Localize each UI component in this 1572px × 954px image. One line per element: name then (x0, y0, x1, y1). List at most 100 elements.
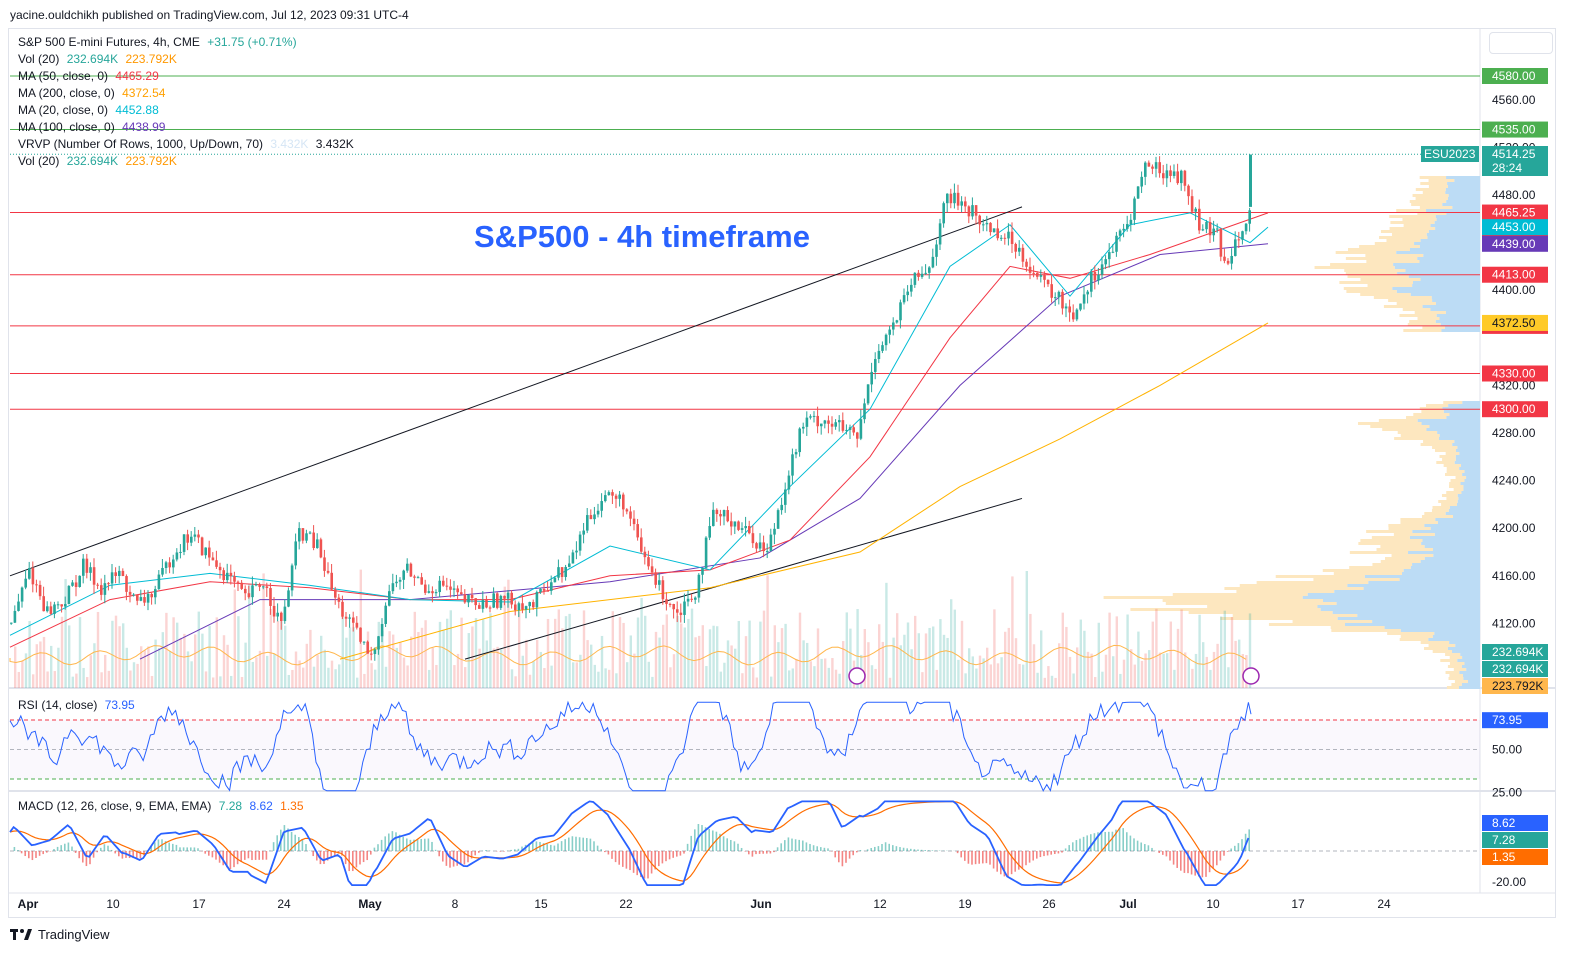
instrument-badge[interactable]: ESU2023 (1424, 147, 1476, 161)
event-lightning-icon[interactable] (1242, 667, 1260, 685)
level-badge[interactable]: 4580.00 (1492, 69, 1536, 83)
rsi-line[interactable] (9, 700, 1252, 792)
candle-body (845, 429, 848, 431)
vrvp-down-bar (1400, 434, 1440, 437)
macd-value-badge[interactable]: 1.35 (1492, 850, 1516, 864)
volume-bar (842, 641, 845, 688)
volume-bar (712, 625, 715, 688)
candle-body (1147, 162, 1151, 167)
ma100-line[interactable] (139, 243, 1269, 660)
candle-body (856, 432, 859, 439)
volume-bar (86, 677, 89, 688)
macd-histogram-bar (67, 842, 70, 851)
chart-annotation[interactable]: S&P500 - 4h timeframe (474, 219, 810, 254)
candle-body (323, 557, 326, 571)
level-badge[interactable]: 4413.00 (1492, 268, 1536, 282)
trendline[interactable] (9, 206, 1023, 577)
rsi-value-badge[interactable]: 73.95 (1492, 713, 1522, 727)
legend-vol2-row[interactable]: Vol (20) 232.694K 223.792K (18, 153, 177, 170)
ma20-line[interactable] (9, 212, 1269, 636)
candle-body (938, 223, 942, 245)
legend-ma50-row[interactable]: MA (50, close, 0) 4465.29 (18, 68, 159, 85)
macd-histogram-bar (71, 846, 73, 851)
vrvp-down-bar (1453, 668, 1467, 671)
legend-vrvp-row[interactable]: VRVP (Number Of Rows, 1000, Up/Down, 70)… (18, 136, 354, 153)
macd-histogram-bar (1237, 843, 1240, 851)
toolbar-button[interactable] (1489, 32, 1553, 54)
legend-vol-row[interactable]: Vol (20) 232.694K 223.792K (18, 51, 177, 68)
last-price-badge[interactable]: 4514.25 (1492, 147, 1536, 161)
vrvp-down-bar (1232, 614, 1358, 617)
macd-histogram-bar (773, 851, 775, 853)
vrvp-up-bar (1457, 500, 1480, 503)
ma200-line[interactable] (339, 322, 1269, 660)
macd-value-badge[interactable]: 8.62 (1492, 816, 1516, 830)
macd-line[interactable] (9, 800, 1250, 886)
vrvp-up-bar (1462, 656, 1480, 659)
candle-body (1043, 275, 1046, 280)
event-dividend-icon[interactable] (848, 667, 866, 685)
legend-macd-row[interactable]: MACD (12, 26, close, 9, EMA, EMA) 7.28 8… (18, 798, 304, 815)
macd-histogram-bar (38, 851, 41, 856)
vrvp-up-bar (1420, 239, 1480, 242)
macd-value-badge[interactable]: 7.28 (1492, 833, 1516, 847)
candle-body (524, 606, 528, 610)
candle-body (233, 576, 236, 582)
candle-body (748, 526, 751, 534)
vrvp-up-bar (1419, 260, 1480, 263)
macd-histogram-bar (902, 847, 905, 851)
level-badge[interactable]: 4330.00 (1492, 367, 1536, 381)
macd-histogram-bar (715, 831, 718, 851)
ma-badge[interactable]: 4453.00 (1492, 220, 1536, 234)
candle-body (913, 272, 917, 285)
macd-histogram-bar (913, 849, 916, 851)
candle-body (1190, 196, 1194, 212)
legend-ma20-row[interactable]: MA (20, close, 0) 4452.88 (18, 102, 159, 119)
vrvp-up-bar (1435, 518, 1480, 521)
macd-histogram-bar (643, 851, 646, 879)
candles[interactable] (10, 154, 1252, 661)
vrvp-up-bar (1446, 176, 1480, 179)
macd-histogram-bar (683, 851, 685, 854)
vrvp-up-bar (1420, 278, 1480, 281)
volume-bar (557, 609, 560, 688)
macd-histogram-bar (445, 851, 448, 866)
vrvp-up-bar (1433, 554, 1480, 557)
vrvp-up-bar (1432, 635, 1480, 638)
macd-signal-line[interactable] (9, 801, 1249, 884)
tradingview-logo-icon (10, 928, 32, 940)
candle-body (190, 536, 193, 543)
macd-histogram-bar (1086, 835, 1088, 851)
volume-bar (708, 629, 712, 688)
volume-bar (953, 609, 956, 688)
macd-histogram-bar (568, 837, 570, 851)
vrvp-up-bar (1414, 242, 1480, 245)
level-badge[interactable]: 4465.25 (1492, 206, 1536, 220)
volume-bar (14, 646, 17, 688)
volume-bar (1115, 616, 1118, 688)
legend-ma200-row[interactable]: MA (200, close, 0) 4372.54 (18, 85, 165, 102)
ma-badge[interactable]: 4372.50 (1492, 316, 1536, 330)
candle-body (186, 534, 189, 543)
vrvp-up-bar (1436, 218, 1480, 221)
vrvp-up-bar (1449, 506, 1480, 509)
vrvp-up-bar (1449, 641, 1480, 644)
macd-histogram-bar (1183, 851, 1186, 873)
ma-badge[interactable]: 4439.00 (1492, 237, 1536, 251)
vrvp-up-bar (1448, 194, 1480, 197)
macd-histogram-bar (668, 851, 671, 860)
legend-ma100-row[interactable]: MA (100, close, 0) 4438.99 (18, 119, 165, 136)
legend-rsi-row[interactable]: RSI (14, close) 73.95 (18, 697, 135, 714)
candle-body (568, 563, 571, 567)
trendline[interactable] (464, 497, 1023, 660)
level-badge[interactable]: 4300.00 (1492, 402, 1536, 416)
vrvp-down-bar (1396, 209, 1427, 212)
volume-bar (327, 667, 330, 688)
vrvp-down-bar (1434, 449, 1457, 452)
candle-body (701, 568, 704, 575)
volume-bar (348, 627, 352, 688)
level-badge[interactable]: 4535.00 (1492, 123, 1536, 137)
volume-bar (1234, 640, 1237, 688)
ma50-line[interactable] (9, 212, 1269, 648)
